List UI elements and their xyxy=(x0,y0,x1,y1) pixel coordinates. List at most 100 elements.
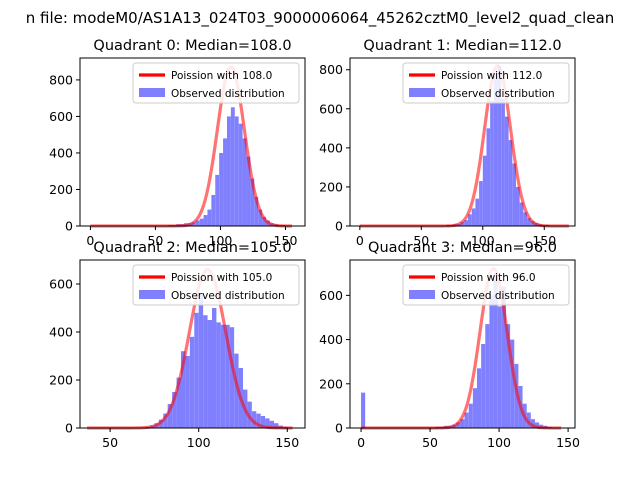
histogram-bar xyxy=(262,216,266,226)
x-tick-label: 150 xyxy=(274,233,298,248)
histogram-bar xyxy=(274,423,279,428)
histogram-bar xyxy=(519,202,524,226)
histogram-bar xyxy=(486,128,491,226)
histogram-bars xyxy=(445,65,550,226)
y-tick-label: 0 xyxy=(65,421,73,436)
legend-hist-swatch xyxy=(139,290,165,299)
legend-hist-swatch xyxy=(409,290,435,299)
y-tick-label: 800 xyxy=(319,62,343,77)
histogram-bar xyxy=(468,214,472,226)
histogram-bar xyxy=(361,392,366,428)
histogram-bar xyxy=(490,100,494,226)
histogram-bar xyxy=(523,212,528,226)
x-tick-label: 100 xyxy=(471,233,495,248)
histogram-bar xyxy=(220,324,226,428)
legend: Poission with 108.0 Observed distribution xyxy=(132,62,300,104)
histogram-bar xyxy=(207,209,212,226)
legend-hist-swatch xyxy=(409,88,435,97)
y-tick-label: 200 xyxy=(319,179,343,194)
y-tick-label: 0 xyxy=(335,421,343,436)
legend-box xyxy=(402,62,570,104)
histogram-bar xyxy=(163,413,168,428)
legend-box xyxy=(132,264,300,306)
legend-label: Observed distribution xyxy=(171,88,285,100)
histogram-bar xyxy=(481,344,486,428)
histogram-bar xyxy=(223,138,227,226)
x-tick-label: 150 xyxy=(532,233,556,248)
histogram-bar xyxy=(246,156,251,226)
histogram-bar xyxy=(479,181,483,226)
histogram-bar xyxy=(203,215,208,226)
histogram-bar xyxy=(497,306,502,428)
histogram-bars xyxy=(168,107,294,226)
histogram-bar xyxy=(460,419,465,428)
axes-frame xyxy=(349,259,576,429)
y-tick-label: 200 xyxy=(319,376,343,391)
y-tick-label: 200 xyxy=(49,182,73,197)
panel-title: Quadrant 3: Median=96.0 xyxy=(368,240,557,256)
y-tick-label: 600 xyxy=(49,277,73,292)
panel-quadrant-1: Quadrant 1: Median=112.0 0 50 100 150 0 200 40… xyxy=(319,38,576,248)
histogram-bar xyxy=(489,295,494,428)
x-tick-label: 150 xyxy=(556,435,580,450)
axes-frame xyxy=(79,57,306,227)
histogram-bar xyxy=(501,286,506,428)
y-tick-label: 400 xyxy=(49,145,73,160)
y-tick-label: 400 xyxy=(49,325,73,340)
panel-quadrant-2: 50 100 150 0 200 400 600 Poission with 105.0 Obs… xyxy=(49,240,306,450)
histogram-bar xyxy=(504,116,509,226)
histogram-bar xyxy=(475,198,480,226)
y-tick-label: 200 xyxy=(49,373,73,388)
y-tick-label: 400 xyxy=(319,332,343,347)
legend: Poission with 96.0 Observed distribution xyxy=(402,264,570,306)
histogram-bar xyxy=(195,220,200,226)
histogram-bar xyxy=(510,339,515,428)
panel-title: Quadrant 2: Median=105.0 xyxy=(93,240,291,256)
histogram-bar xyxy=(230,107,235,226)
legend-label: Poission with 96.0 xyxy=(441,272,536,284)
legend-label: Observed distribution xyxy=(171,290,285,302)
histogram-bar xyxy=(229,327,235,428)
y-tick-label: 600 xyxy=(319,288,343,303)
histogram-bar xyxy=(176,377,181,428)
histogram-bar xyxy=(464,412,469,428)
x-tick-label: 0 xyxy=(356,233,364,248)
x-tick-label: 100 xyxy=(487,435,511,450)
legend-box xyxy=(132,62,300,104)
x-tick-label: 0 xyxy=(86,233,94,248)
histogram-bar xyxy=(493,273,498,428)
histogram-bar xyxy=(468,403,473,428)
histogram-bar xyxy=(180,351,186,428)
histogram-bar xyxy=(167,404,173,428)
histogram-bar xyxy=(215,174,220,226)
plot-area: 50 100 150 0 200 400 600 Poission with 105.0 Obs… xyxy=(49,259,306,450)
histogram-bar xyxy=(198,293,204,428)
histogram-bar xyxy=(456,422,461,428)
figure-suptitle: n file: modeM0/AS1A13_024T03_9000006064_… xyxy=(26,9,615,28)
histogram-bar xyxy=(534,422,540,428)
histogram-bar xyxy=(515,186,520,226)
histogram-bar xyxy=(216,322,221,428)
histogram-bar xyxy=(505,324,511,428)
histogram-bar xyxy=(485,324,490,428)
histogram-bar xyxy=(258,209,263,226)
legend-hist-swatch xyxy=(139,88,165,97)
histogram-bar xyxy=(527,218,531,226)
histogram-bar xyxy=(219,152,224,226)
histogram-bar xyxy=(250,178,255,226)
y-tick-label: 600 xyxy=(49,109,73,124)
x-tick-label: 100 xyxy=(209,233,233,248)
legend-label: Observed distribution xyxy=(441,290,555,302)
histogram-bar xyxy=(225,324,230,428)
histogram-bars xyxy=(145,293,288,428)
histogram-bar xyxy=(238,123,243,226)
y-tick-label: 600 xyxy=(319,101,343,116)
histogram-bar xyxy=(172,392,177,428)
plot-area: 0 50 100 150 0 200 400 600 Poission with 96.0 Obs… xyxy=(319,259,580,450)
histogram-bar xyxy=(497,65,502,226)
histogram-bar xyxy=(530,419,535,428)
histogram-bar xyxy=(471,208,476,226)
histogram-bar xyxy=(211,308,217,428)
legend-label: Observed distribution xyxy=(441,88,555,100)
